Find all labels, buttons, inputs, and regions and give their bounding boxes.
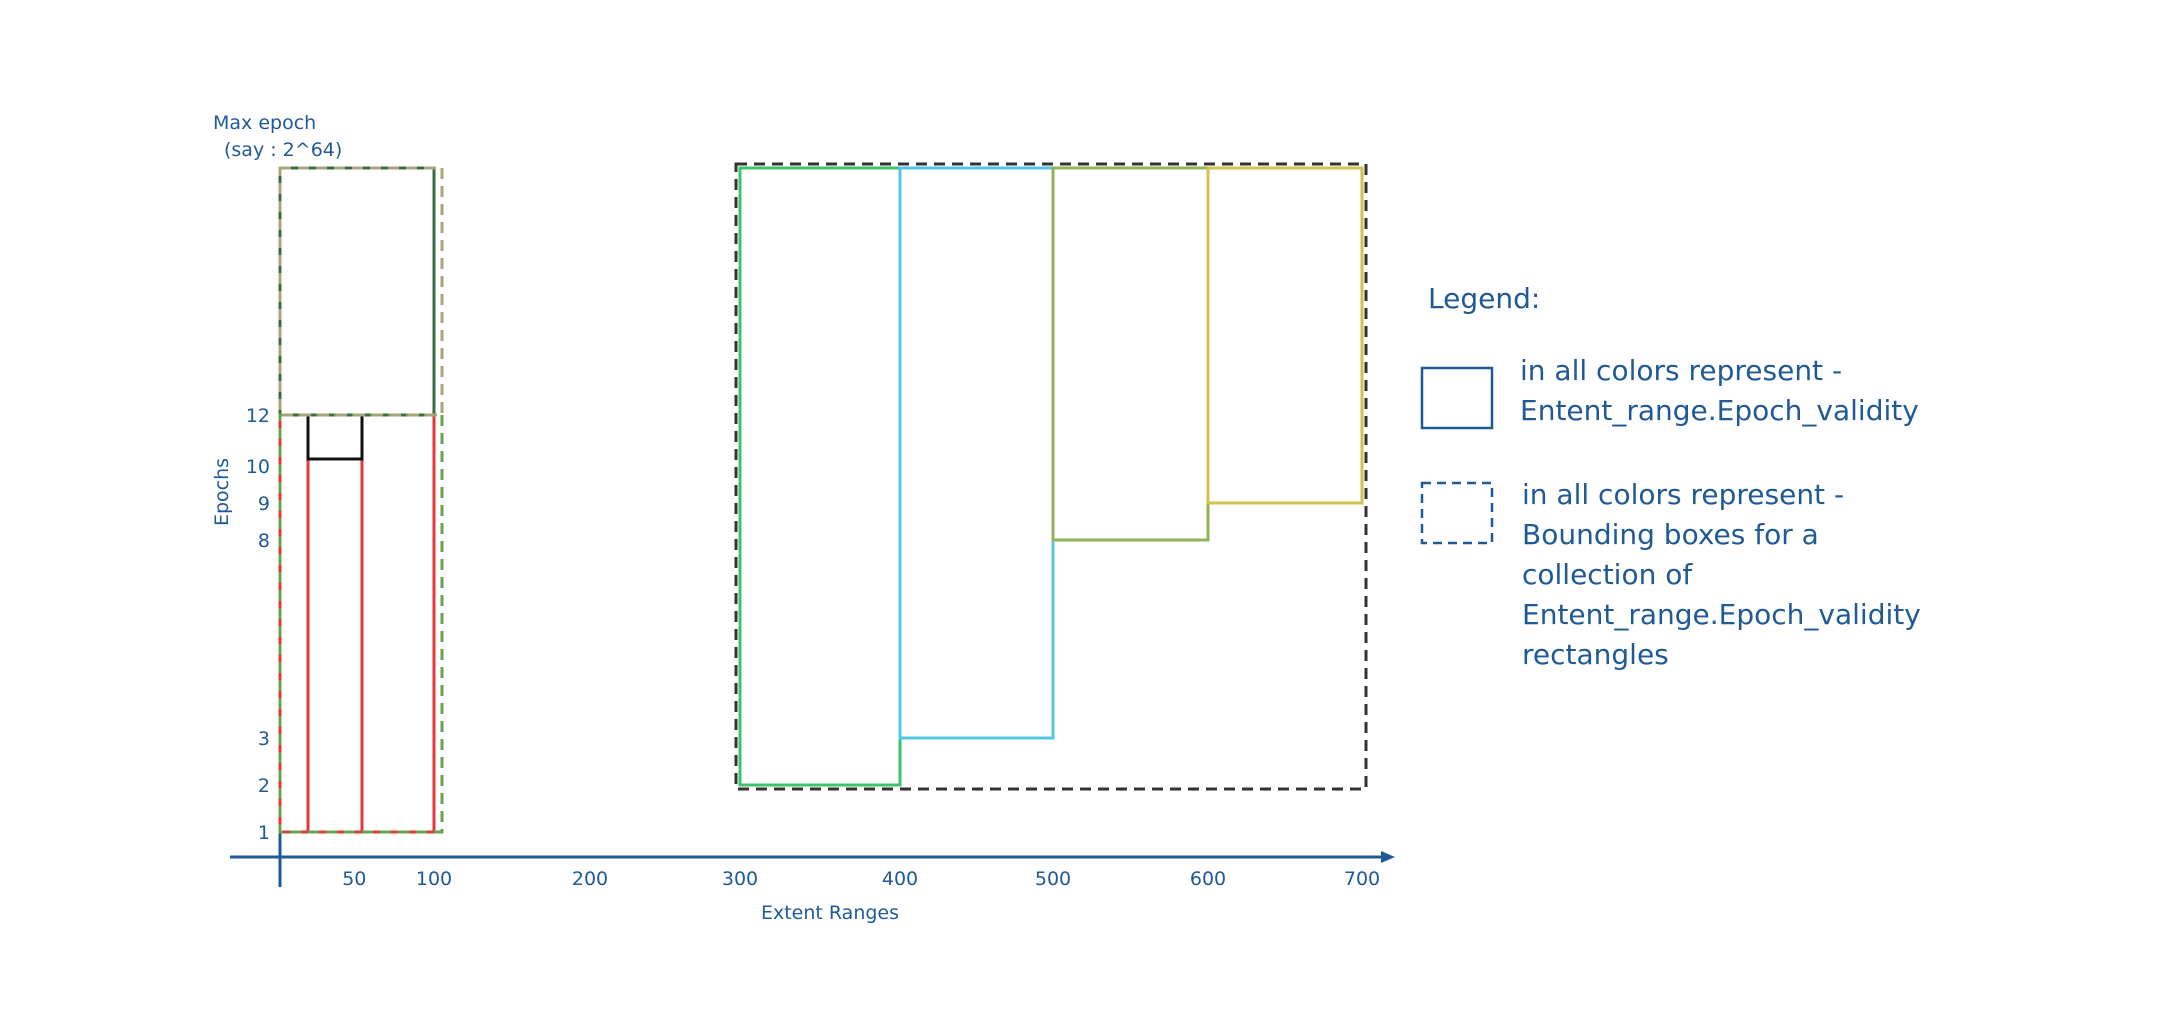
max-epoch-note: (say : 2^64) (224, 139, 342, 161)
x-tick-label: 50 (342, 868, 366, 890)
rectangles-layer (278, 162, 1368, 834)
legend-solid-text-2: Entent_range.Epoch_validity (1520, 394, 1919, 427)
x-axis-arrow (1381, 851, 1395, 863)
validity-rect-7 (1206, 166, 1364, 505)
legend-title: Legend: (1428, 282, 1540, 315)
x-axis-title: Extent Ranges (761, 902, 899, 924)
x-tick-label: 600 (1190, 868, 1226, 890)
x-tick-label: 500 (1035, 868, 1071, 890)
x-tick-label: 300 (722, 868, 758, 890)
y-axis-title: Epochs (211, 458, 233, 526)
bounding-box-10 (734, 162, 1368, 791)
validity-rect-5 (898, 166, 1055, 740)
y-tick-label: 9 (258, 493, 270, 515)
x-tick-label: 400 (882, 868, 918, 890)
y-tick-label: 10 (246, 456, 270, 478)
x-tick-label: 100 (416, 868, 452, 890)
bounding-box-9 (278, 166, 444, 417)
y-tick-label: 12 (246, 405, 270, 427)
validity-rect-4 (738, 166, 902, 787)
y-tick-label: 3 (258, 728, 270, 750)
legend-dashed-text-2: Bounding boxes for a (1522, 518, 1819, 551)
max-epoch-label: Max epoch (213, 112, 316, 134)
x-tick-label: 200 (572, 868, 608, 890)
x-tick-label: 700 (1344, 868, 1380, 890)
legend-solid-text-1: in all colors represent - (1520, 354, 1842, 387)
legend-dashed-text-5: rectangles (1522, 638, 1669, 671)
validity-rect-1 (306, 413, 364, 834)
legend-dashed-text-1: in all colors represent - (1522, 478, 1844, 511)
legend-solid-swatch (1420, 366, 1494, 430)
validity-rect-3 (278, 166, 436, 417)
validity-rect-6 (1051, 166, 1210, 542)
y-tick-label: 8 (258, 530, 270, 552)
legend-dashed-swatch (1420, 481, 1494, 545)
validity-rect-2 (306, 413, 364, 461)
y-tick-label: 2 (258, 775, 270, 797)
legend-dashed-text-3: collection of (1522, 558, 1693, 591)
legend: Legend: in all colors represent - Entent… (1420, 282, 1921, 671)
validity-rect-0 (278, 413, 436, 834)
legend-dashed-text-4: Entent_range.Epoch_validity (1522, 598, 1921, 631)
y-tick-label: 1 (258, 822, 270, 844)
